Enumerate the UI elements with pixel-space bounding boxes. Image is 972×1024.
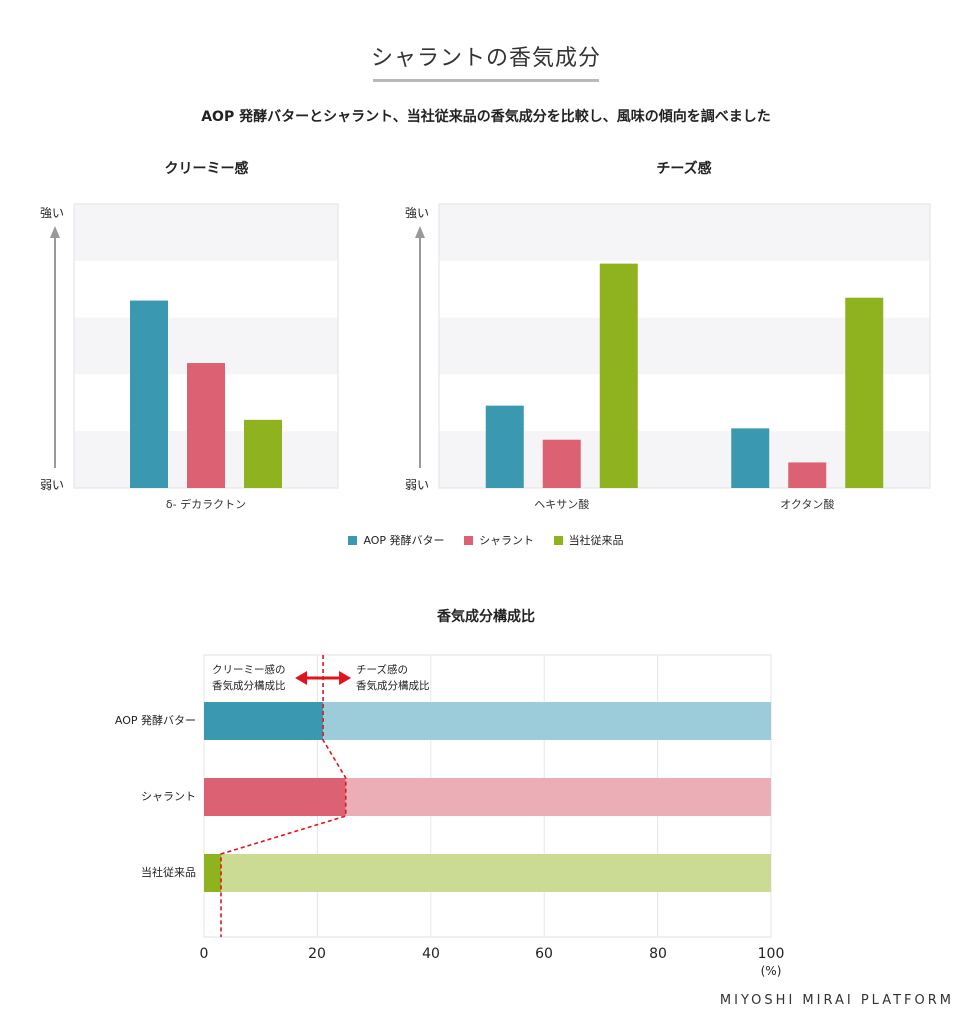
bar-cheesy-segment bbox=[345, 778, 771, 816]
chart-creamy: δ- デカラクトン bbox=[50, 203, 339, 510]
legend-label: AOP 発酵バター bbox=[363, 534, 445, 547]
axis-arrow-head bbox=[50, 226, 60, 238]
chart-title-cheesy: チーズ感 bbox=[656, 161, 712, 177]
bar-cheesy-segment bbox=[323, 702, 771, 740]
plot-band bbox=[439, 204, 930, 261]
annotation-line: クリーミー感の bbox=[212, 664, 286, 676]
legend-label: シャラント bbox=[479, 534, 535, 547]
annotation-line: チーズ感の bbox=[356, 664, 408, 676]
axis-label-weak: 弱い bbox=[40, 478, 65, 492]
category-label: δ- デカラクトン bbox=[166, 497, 246, 510]
x-unit-label: (%) bbox=[760, 964, 782, 978]
chart-cheesy: ヘキサン酸 オクタン酸 bbox=[415, 203, 931, 510]
bar bbox=[542, 439, 581, 488]
chart-legend: AOP 発酵バター シャラント 当社従来品 bbox=[0, 532, 972, 548]
bar bbox=[187, 363, 225, 488]
bar-creamy-segment bbox=[204, 702, 324, 740]
bar bbox=[788, 462, 827, 488]
legend-item: シャラント bbox=[464, 532, 534, 548]
annotation-line: 香気成分構成比 bbox=[356, 680, 430, 692]
bar-creamy-segment bbox=[204, 778, 346, 816]
legend-swatch bbox=[553, 535, 563, 545]
bar-creamy-segment bbox=[204, 854, 222, 892]
page-title: シャラントの香気成分 bbox=[370, 46, 601, 71]
plot-frame bbox=[438, 203, 931, 489]
chart-ratio bbox=[203, 654, 772, 938]
axis-label-weak: 弱い bbox=[405, 478, 430, 492]
bar bbox=[599, 263, 638, 488]
x-tick-label: 60 bbox=[535, 946, 553, 962]
x-tick-label: 80 bbox=[649, 946, 667, 962]
title-underline bbox=[373, 79, 599, 82]
bar bbox=[845, 297, 884, 488]
double-arrow-right-head bbox=[339, 671, 352, 685]
bar-label-charente: シャラント bbox=[141, 790, 196, 803]
x-tick-label: 0 bbox=[199, 946, 209, 962]
bar-label-conventional: 当社従来品 bbox=[141, 866, 196, 879]
chart-title-ratio: 香気成分構成比 bbox=[437, 609, 535, 625]
double-arrow-left-head bbox=[295, 671, 308, 685]
page-subtitle: AOP 発酵バターとシャラント、当社従来品の香気成分を比較し、風味の傾向を調べま… bbox=[201, 109, 771, 125]
axis-arrow-head bbox=[415, 226, 425, 238]
legend-swatch bbox=[464, 535, 474, 545]
legend-label: 当社従来品 bbox=[568, 534, 624, 547]
brand-logo-text: MIYOSHI MIRAI PLATFORM bbox=[719, 993, 954, 1008]
legend-item: AOP 発酵バター bbox=[348, 532, 445, 548]
category-label: オクタン酸 bbox=[780, 497, 834, 510]
bar bbox=[130, 300, 168, 488]
plot-band bbox=[74, 260, 338, 318]
plot-band bbox=[74, 204, 338, 261]
x-tick-label: 100 bbox=[757, 946, 785, 962]
ratio-guide-line bbox=[220, 655, 347, 937]
annotation-creamy: クリーミー感の 香気成分構成比 bbox=[212, 662, 286, 694]
legend-swatch bbox=[348, 535, 358, 545]
bar bbox=[244, 419, 282, 488]
category-label: ヘキサン酸 bbox=[534, 497, 589, 510]
axis-label-strong: 強い bbox=[40, 206, 65, 220]
bar bbox=[731, 428, 770, 488]
x-tick-label: 20 bbox=[308, 946, 326, 962]
bar bbox=[485, 405, 524, 488]
annotation-cheesy: チーズ感の 香気成分構成比 bbox=[356, 662, 430, 694]
legend-item: 当社従来品 bbox=[553, 532, 624, 548]
axis-label-strong: 強い bbox=[405, 206, 430, 220]
x-tick-label: 40 bbox=[422, 946, 440, 962]
bar-label-aop: AOP 発酵バター bbox=[114, 714, 196, 727]
chart-title-creamy: クリーミー感 bbox=[164, 161, 249, 177]
annotation-line: 香気成分構成比 bbox=[212, 680, 286, 692]
bar-cheesy-segment bbox=[221, 854, 771, 892]
